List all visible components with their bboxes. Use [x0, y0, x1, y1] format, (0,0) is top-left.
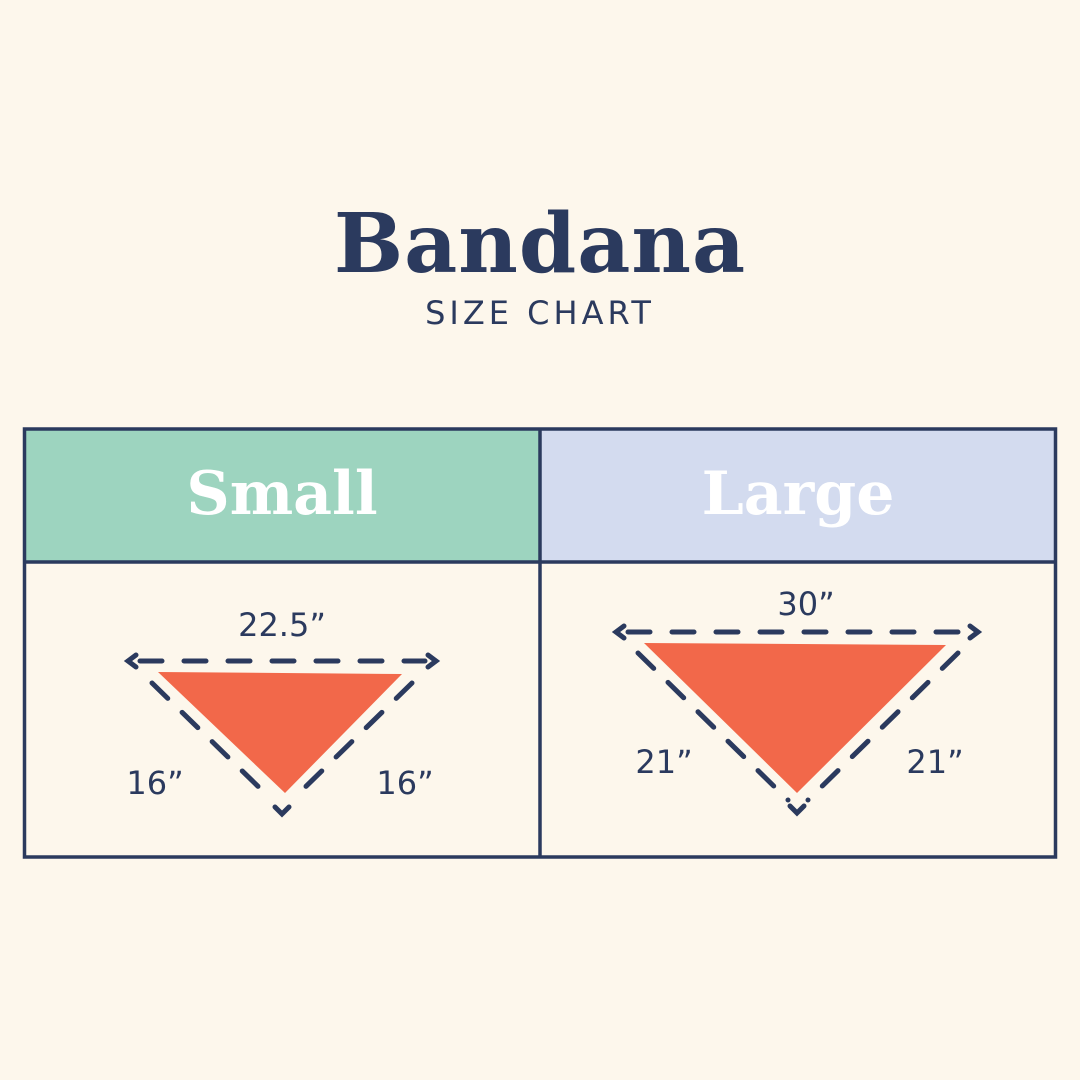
page-subtitle: SIZE CHART — [425, 294, 655, 332]
large-header-cell — [540, 429, 1056, 562]
small-bandana-diagram: 22.5” 16” 16” — [123, 606, 441, 818]
large-header-label: Large — [702, 459, 895, 529]
small-header-cell — [24, 429, 540, 562]
small-top-measurement: 22.5” — [238, 606, 326, 644]
small-left-measurement: 16” — [126, 764, 183, 802]
large-right-measurement: 21” — [906, 743, 963, 781]
large-top-measurement: 30” — [777, 585, 834, 623]
small-dashed-outline — [123, 652, 441, 818]
large-left-measurement: 21” — [635, 743, 692, 781]
page-title: Bandana — [333, 196, 747, 292]
small-bandana-shape — [158, 672, 402, 793]
large-bandana-diagram: 30” 21” 21” — [611, 585, 983, 817]
small-right-measurement: 16” — [376, 764, 433, 802]
large-bandana-shape — [644, 643, 946, 793]
small-header-label: Small — [186, 459, 377, 529]
large-dashed-outline — [611, 623, 983, 817]
